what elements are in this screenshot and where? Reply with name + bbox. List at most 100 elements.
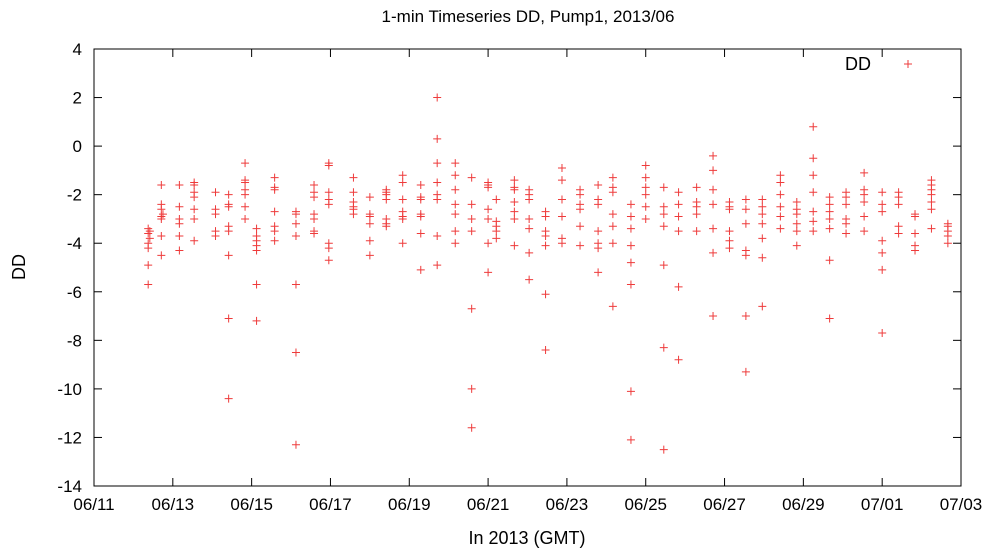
data-point <box>398 195 407 204</box>
data-point <box>758 219 767 228</box>
data-point <box>190 205 199 214</box>
x-tick-label: 06/29 <box>782 495 825 514</box>
data-point <box>878 200 887 209</box>
data-point <box>190 180 199 189</box>
data-point <box>484 214 493 223</box>
data-point <box>709 185 718 194</box>
data-point <box>709 248 718 257</box>
data-point <box>252 246 261 255</box>
data-point <box>927 205 936 214</box>
data-point <box>809 171 818 180</box>
data-point <box>324 200 333 209</box>
data-point <box>860 197 869 206</box>
y-tick-label: 2 <box>73 89 82 108</box>
data-point <box>270 173 279 182</box>
data-point <box>451 185 460 194</box>
data-point <box>594 227 603 236</box>
data-point <box>894 193 903 202</box>
data-point <box>433 231 442 240</box>
data-point <box>484 239 493 248</box>
data-point <box>576 205 585 214</box>
data-point <box>878 207 887 216</box>
data-point <box>398 178 407 187</box>
data-point <box>860 190 869 199</box>
data-point <box>510 241 519 250</box>
data-point <box>365 212 374 221</box>
data-point <box>349 210 358 219</box>
data-point <box>557 195 566 204</box>
data-point <box>878 188 887 197</box>
x-tick-label: 06/21 <box>467 495 510 514</box>
data-point <box>224 251 233 260</box>
data-point <box>175 219 184 228</box>
data-point <box>310 229 319 238</box>
data-point <box>758 234 767 243</box>
data-point <box>365 236 374 245</box>
data-point <box>842 229 851 238</box>
data-point <box>825 207 834 216</box>
data-point <box>382 222 391 231</box>
data-point <box>594 244 603 253</box>
data-point <box>451 239 460 248</box>
data-point <box>145 234 154 243</box>
data-point <box>809 154 818 163</box>
data-point <box>842 193 851 202</box>
data-point <box>674 355 683 364</box>
data-point <box>741 205 750 214</box>
data-point <box>291 280 300 289</box>
data-point <box>291 219 300 228</box>
data-point <box>270 207 279 216</box>
legend-label: DD <box>845 54 871 74</box>
data-point <box>878 329 887 338</box>
data-point <box>365 219 374 228</box>
data-point <box>145 227 154 236</box>
x-axis: 06/11 06/13 06/15 06/17 06/19 06/21 06/23 06/25… <box>73 49 982 514</box>
data-point <box>541 241 550 250</box>
data-point <box>758 210 767 219</box>
data-point <box>433 178 442 187</box>
data-point <box>190 236 199 245</box>
data-point <box>692 210 701 219</box>
data-point <box>776 202 785 211</box>
data-point <box>943 231 952 240</box>
data-point <box>433 159 442 168</box>
data-point <box>741 312 750 321</box>
data-point <box>541 290 550 299</box>
data-point <box>626 212 635 221</box>
data-point <box>659 343 668 352</box>
data-point <box>741 367 750 376</box>
data-point <box>224 202 233 211</box>
data-point <box>157 180 166 189</box>
data-point <box>291 440 300 449</box>
data-point <box>157 251 166 260</box>
data-point <box>525 248 534 257</box>
data-point <box>927 197 936 206</box>
data-point <box>725 244 734 253</box>
data-point <box>492 227 501 236</box>
data-point <box>451 159 460 168</box>
data-point <box>825 256 834 265</box>
data-point <box>594 268 603 277</box>
x-tick-label: 06/19 <box>388 495 431 514</box>
data-point <box>825 314 834 323</box>
data-point <box>451 210 460 219</box>
data-point <box>641 190 650 199</box>
data-point <box>725 227 734 236</box>
legend-marker <box>904 60 912 68</box>
data-point <box>641 161 650 170</box>
chart-title: 1-min Timeseries DD, Pump1, 2013/06 <box>382 7 675 26</box>
data-point <box>398 239 407 248</box>
y-tick-label: -14 <box>57 477 82 496</box>
data-point <box>324 161 333 170</box>
data-point <box>776 190 785 199</box>
data-point <box>894 222 903 231</box>
data-point <box>467 384 476 393</box>
data-point <box>541 212 550 221</box>
data-point <box>433 195 442 204</box>
data-point <box>433 134 442 143</box>
data-point <box>175 180 184 189</box>
data-point <box>510 185 519 194</box>
data-point <box>144 280 153 289</box>
data-point <box>792 197 801 206</box>
